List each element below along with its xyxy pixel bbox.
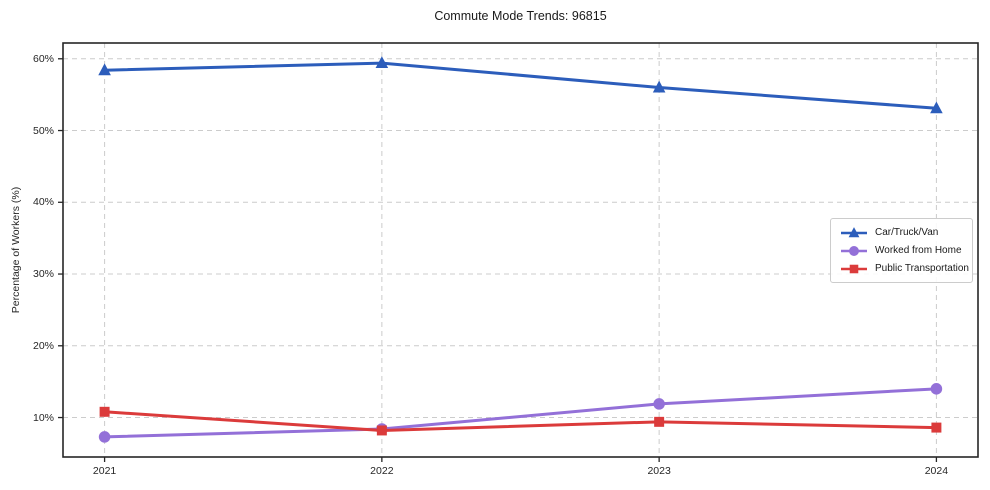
legend-triangle-sample-icon (841, 226, 867, 237)
y-tick-label: 40% (32, 196, 54, 209)
triangle-marker-icon (930, 101, 943, 114)
y-tick-label: 10% (32, 411, 54, 424)
legend-circle-sample-icon (841, 245, 867, 256)
series-public-transportation (99, 406, 942, 436)
legend-item: Worked from Home (840, 244, 963, 257)
square-marker-icon (376, 425, 387, 436)
legend-square-sample-icon (841, 264, 867, 273)
circle-marker-icon (98, 431, 111, 443)
legend-label: Worked from Home (875, 245, 962, 256)
series-line-public-transportation (104, 410, 937, 432)
series-line-worked-from-home (104, 387, 937, 439)
y-tick-label: 50% (32, 124, 54, 137)
legend: Car/Truck/Van Worked from Home Public Tran… (830, 218, 973, 283)
legend-label: Public Transportation (875, 263, 969, 274)
triangle-marker-icon (652, 80, 666, 93)
y-tick-label: 20% (32, 339, 54, 352)
chart-title: Commute Mode Trends: 96815 (434, 9, 607, 23)
x-tick-label: 2024 (924, 465, 949, 477)
series-line-car-truck-van (104, 61, 937, 110)
series-worked-from-home (98, 383, 943, 443)
square-marker-icon (654, 416, 665, 427)
x-tick-label: 2022 (370, 465, 394, 477)
series-car-truck-van (98, 56, 943, 114)
square-marker-icon (99, 406, 110, 417)
y-tick-label: 60% (32, 52, 54, 65)
square-marker-icon (931, 422, 942, 433)
triangle-marker-icon (375, 56, 389, 69)
circle-marker-icon (653, 398, 665, 410)
x-tick-label: 2023 (647, 465, 671, 477)
legend-label: Car/Truck/Van (875, 227, 939, 238)
circle-marker-icon (849, 245, 859, 256)
square-marker-icon (849, 264, 859, 273)
legend-item: Car/Truck/Van (840, 226, 963, 239)
axis-tick-marks (58, 58, 938, 462)
plot-border (62, 42, 979, 458)
legend-item: Public Transportation (840, 262, 969, 275)
x-tick-label: 2021 (92, 465, 117, 477)
y-tick-label: 30% (32, 268, 54, 281)
circle-marker-icon (930, 383, 943, 395)
triangle-marker-icon (848, 226, 860, 237)
triangle-marker-icon (98, 63, 111, 76)
